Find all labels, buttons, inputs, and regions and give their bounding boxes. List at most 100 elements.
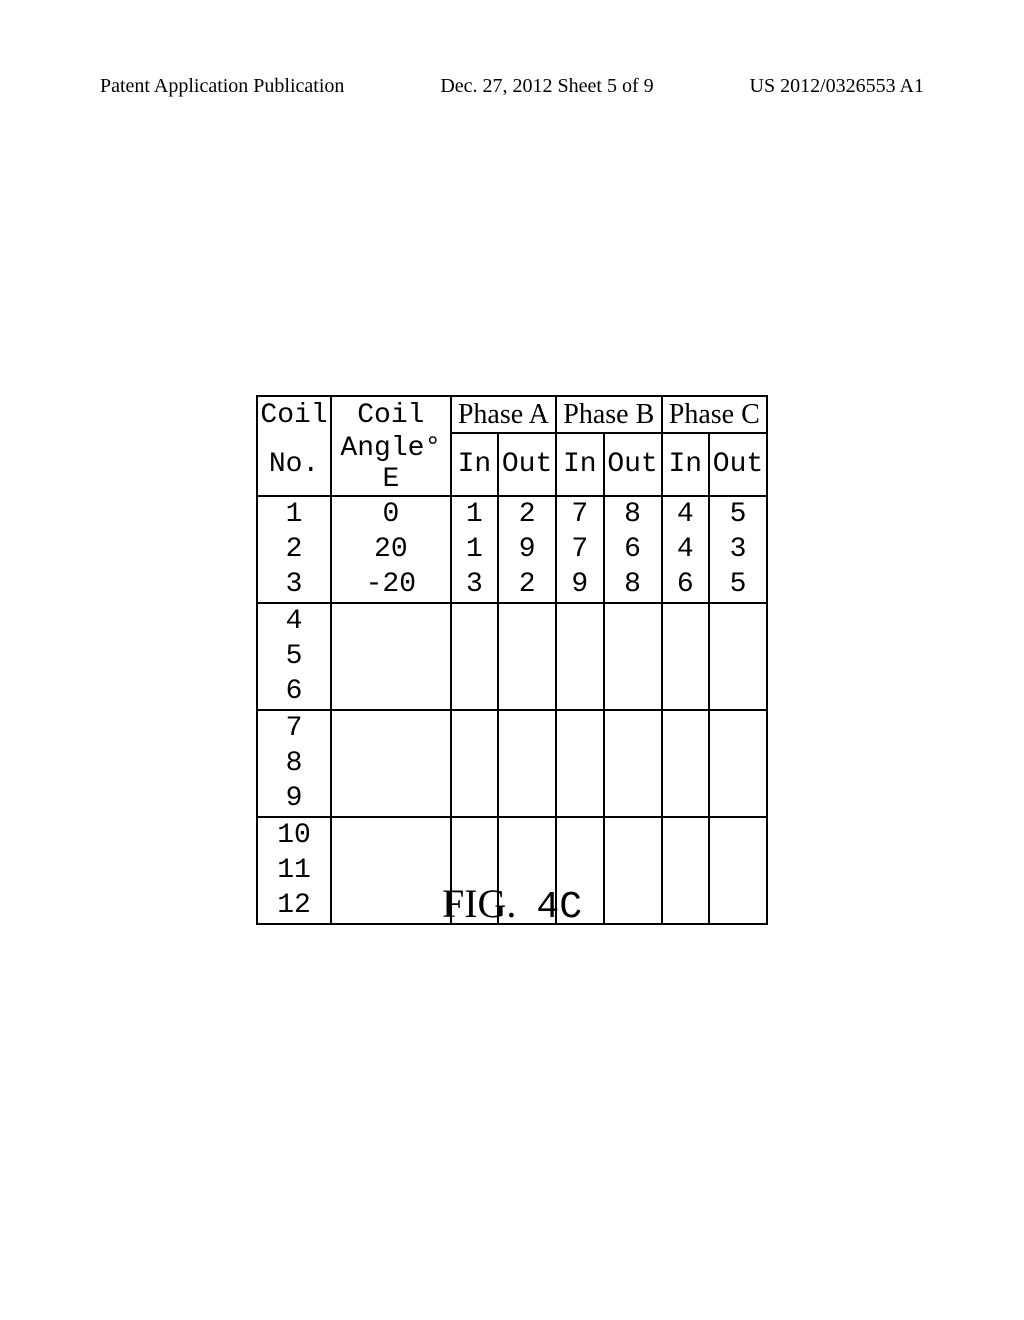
coil-no-cell: 2 bbox=[257, 532, 331, 567]
phase-b-in-cell: 9 bbox=[556, 567, 604, 603]
coil-table-wrap: Coil Coil Phase A Phase B Phase C No. An… bbox=[256, 395, 768, 925]
phase-b-in-cell: 7 bbox=[556, 496, 604, 532]
phase-c-in-cell: 6 bbox=[662, 567, 710, 603]
phase-c-in-cell bbox=[662, 710, 710, 746]
phase-a-header: Phase A bbox=[451, 396, 556, 433]
phase-c-header: Phase C bbox=[662, 396, 768, 433]
angle-cell bbox=[331, 781, 451, 817]
page-header: Patent Application Publication Dec. 27, … bbox=[0, 75, 1024, 98]
phase-a-in-cell bbox=[451, 674, 499, 710]
phase-a-out-cell bbox=[498, 639, 556, 674]
phase-c-in-cell: 4 bbox=[662, 532, 710, 567]
phase-a-in-cell: 1 bbox=[451, 532, 499, 567]
phase-a-in-cell bbox=[451, 639, 499, 674]
table-row: 10127845 bbox=[257, 496, 767, 532]
phase-a-out-cell bbox=[498, 817, 556, 853]
header-center: Dec. 27, 2012 Sheet 5 of 9 bbox=[440, 75, 653, 98]
phase-b-out-cell: 6 bbox=[604, 532, 662, 567]
table-row: 3-20329865 bbox=[257, 567, 767, 603]
phase-c-in-cell bbox=[662, 674, 710, 710]
phase-b-in-cell bbox=[556, 710, 604, 746]
phase-a-in-cell bbox=[451, 817, 499, 853]
header-left: Patent Application Publication bbox=[100, 75, 344, 98]
phase-a-out-hdr: Out bbox=[498, 433, 556, 496]
phase-b-out-cell bbox=[604, 639, 662, 674]
table-row: 4 bbox=[257, 603, 767, 639]
phase-a-in-cell bbox=[451, 710, 499, 746]
angle-cell bbox=[331, 674, 451, 710]
table-row: 8 bbox=[257, 746, 767, 781]
table-row: 6 bbox=[257, 674, 767, 710]
coil-no-header: Coil bbox=[257, 396, 331, 433]
header-row-2: No. Angle° E In Out In Out In Out bbox=[257, 433, 767, 496]
angle-cell bbox=[331, 710, 451, 746]
table-body: 101278452201976433-20329865456789101112 bbox=[257, 496, 767, 924]
table-row: 5 bbox=[257, 639, 767, 674]
phase-a-out-cell bbox=[498, 710, 556, 746]
phase-a-out-cell: 9 bbox=[498, 532, 556, 567]
phase-c-out-cell bbox=[709, 746, 767, 781]
phase-c-in-cell bbox=[662, 781, 710, 817]
phase-a-out-cell bbox=[498, 746, 556, 781]
angle-sub: Angle° E bbox=[331, 433, 451, 496]
coil-no-cell: 5 bbox=[257, 639, 331, 674]
phase-b-out-cell bbox=[604, 781, 662, 817]
phase-b-in-cell bbox=[556, 603, 604, 639]
phase-b-in-cell bbox=[556, 781, 604, 817]
phase-a-in-cell bbox=[451, 781, 499, 817]
phase-a-out-cell: 2 bbox=[498, 567, 556, 603]
coil-no-cell: 1 bbox=[257, 496, 331, 532]
coil-no-cell: 3 bbox=[257, 567, 331, 603]
table-row: 220197643 bbox=[257, 532, 767, 567]
phase-b-in-cell bbox=[556, 746, 604, 781]
coil-no-cell: 9 bbox=[257, 781, 331, 817]
phase-b-out-cell: 8 bbox=[604, 567, 662, 603]
coil-no-cell: 8 bbox=[257, 746, 331, 781]
phase-a-out-cell bbox=[498, 674, 556, 710]
phase-a-in-cell: 3 bbox=[451, 567, 499, 603]
phase-a-in-hdr: In bbox=[451, 433, 499, 496]
phase-b-in-cell bbox=[556, 639, 604, 674]
phase-a-in-cell: 1 bbox=[451, 496, 499, 532]
coil-table: Coil Coil Phase A Phase B Phase C No. An… bbox=[256, 395, 768, 925]
phase-b-out-cell: 8 bbox=[604, 496, 662, 532]
coil-no-cell: 10 bbox=[257, 817, 331, 853]
phase-b-in-hdr: In bbox=[556, 433, 604, 496]
coil-no-cell: 6 bbox=[257, 674, 331, 710]
phase-b-header: Phase B bbox=[556, 396, 661, 433]
phase-a-in-cell bbox=[451, 746, 499, 781]
phase-b-in-cell bbox=[556, 674, 604, 710]
phase-b-in-cell: 7 bbox=[556, 532, 604, 567]
coil-no-sub: No. bbox=[257, 433, 331, 496]
phase-c-in-cell bbox=[662, 817, 710, 853]
phase-c-out-cell bbox=[709, 710, 767, 746]
phase-c-out-cell bbox=[709, 603, 767, 639]
phase-c-out-cell: 3 bbox=[709, 532, 767, 567]
figure-number: 4C bbox=[536, 886, 582, 929]
phase-b-out-cell bbox=[604, 817, 662, 853]
phase-b-out-hdr: Out bbox=[604, 433, 662, 496]
table-row: 10 bbox=[257, 817, 767, 853]
angle-cell: 20 bbox=[331, 532, 451, 567]
angle-cell: 0 bbox=[331, 496, 451, 532]
phase-c-out-cell: 5 bbox=[709, 496, 767, 532]
table-row: 9 bbox=[257, 781, 767, 817]
phase-c-out-cell bbox=[709, 639, 767, 674]
angle-cell bbox=[331, 746, 451, 781]
angle-cell bbox=[331, 639, 451, 674]
phase-b-out-cell bbox=[604, 710, 662, 746]
figure-prefix: FIG. bbox=[442, 881, 516, 926]
angle-cell bbox=[331, 603, 451, 639]
phase-c-out-cell: 5 bbox=[709, 567, 767, 603]
figure-label: FIG. 4C bbox=[0, 880, 1024, 929]
phase-b-out-cell bbox=[604, 674, 662, 710]
phase-c-in-cell bbox=[662, 639, 710, 674]
coil-no-cell: 7 bbox=[257, 710, 331, 746]
header-right: US 2012/0326553 A1 bbox=[750, 75, 924, 98]
phase-a-out-cell bbox=[498, 603, 556, 639]
table-row: 7 bbox=[257, 710, 767, 746]
phase-c-out-cell bbox=[709, 674, 767, 710]
phase-c-out-hdr: Out bbox=[709, 433, 767, 496]
phase-c-in-hdr: In bbox=[662, 433, 710, 496]
angle-cell bbox=[331, 817, 451, 853]
